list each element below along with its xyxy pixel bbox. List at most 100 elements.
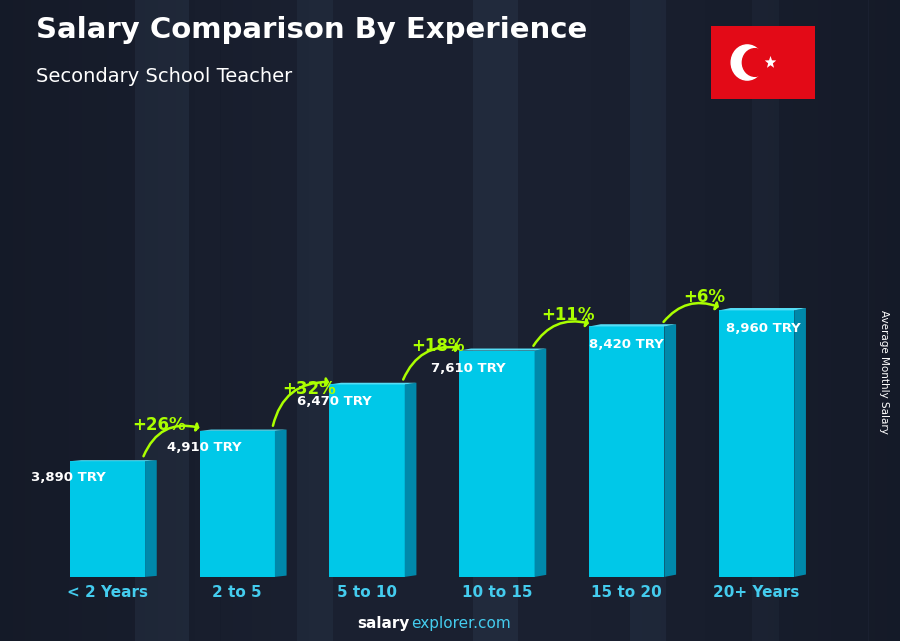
Text: Salary Comparison By Experience: Salary Comparison By Experience — [36, 16, 587, 44]
Bar — [189, 0, 195, 641]
Polygon shape — [535, 349, 546, 577]
Bar — [183, 0, 189, 641]
Bar — [107, 0, 113, 641]
Bar — [774, 0, 780, 641]
Bar — [158, 0, 164, 641]
Bar — [139, 0, 145, 641]
Polygon shape — [70, 460, 157, 462]
Circle shape — [731, 45, 763, 80]
Bar — [768, 0, 774, 641]
Bar — [831, 0, 837, 641]
Text: Secondary School Teacher: Secondary School Teacher — [36, 67, 292, 87]
Bar — [265, 0, 271, 641]
Bar — [19, 0, 25, 641]
Bar — [824, 0, 831, 641]
Bar — [220, 0, 227, 641]
Bar — [246, 0, 252, 641]
Bar — [57, 0, 63, 641]
Bar — [711, 0, 717, 641]
Bar — [233, 0, 239, 641]
Bar — [296, 0, 302, 641]
Bar — [290, 0, 296, 641]
Bar — [271, 0, 277, 641]
Bar — [277, 0, 284, 641]
Text: 4,910 TRY: 4,910 TRY — [167, 441, 242, 454]
Text: salary: salary — [357, 617, 410, 631]
Bar — [686, 0, 692, 641]
Bar — [868, 0, 875, 641]
Bar — [654, 0, 661, 641]
Bar — [258, 0, 265, 641]
Bar — [70, 462, 145, 577]
Bar — [297, 0, 333, 641]
Bar — [69, 0, 76, 641]
Bar — [120, 0, 126, 641]
Bar — [648, 0, 654, 641]
Text: 8,960 TRY: 8,960 TRY — [725, 322, 800, 335]
Bar — [44, 0, 50, 641]
Bar — [630, 0, 666, 641]
Bar — [202, 0, 208, 641]
Polygon shape — [200, 429, 286, 431]
Bar — [252, 0, 258, 641]
Bar — [76, 0, 82, 641]
Bar — [692, 0, 698, 641]
Bar — [590, 326, 664, 577]
Bar — [894, 0, 900, 641]
Bar — [176, 0, 183, 641]
Bar — [472, 0, 518, 641]
Bar — [673, 0, 680, 641]
Bar — [812, 0, 818, 641]
Bar — [799, 0, 806, 641]
Bar — [25, 0, 32, 641]
Polygon shape — [794, 308, 806, 577]
Bar — [164, 0, 170, 641]
Bar — [780, 0, 787, 641]
Bar — [787, 0, 793, 641]
Bar — [616, 0, 623, 641]
Bar — [635, 0, 642, 641]
Bar — [724, 0, 730, 641]
Bar — [623, 0, 629, 641]
Bar — [82, 0, 88, 641]
Bar — [585, 0, 591, 641]
Polygon shape — [405, 383, 417, 577]
Bar — [214, 0, 220, 641]
Bar — [761, 0, 768, 641]
Bar — [667, 0, 673, 641]
Bar — [680, 0, 686, 641]
Polygon shape — [765, 56, 776, 68]
Bar — [736, 0, 742, 641]
Bar — [755, 0, 761, 641]
Bar — [705, 0, 711, 641]
Text: 7,610 TRY: 7,610 TRY — [431, 362, 506, 374]
Polygon shape — [329, 383, 417, 385]
Bar — [806, 0, 812, 641]
Circle shape — [742, 49, 768, 76]
Text: 8,420 TRY: 8,420 TRY — [590, 338, 664, 351]
Text: +11%: +11% — [542, 306, 595, 324]
Bar — [132, 0, 139, 641]
Bar — [742, 0, 749, 641]
Bar — [0, 0, 6, 641]
Bar — [170, 0, 176, 641]
Bar — [101, 0, 107, 641]
Bar — [749, 0, 755, 641]
Text: 3,890 TRY: 3,890 TRY — [32, 470, 106, 484]
Bar — [302, 0, 309, 641]
Text: explorer.com: explorer.com — [411, 617, 511, 631]
Bar — [719, 310, 794, 577]
Text: 6,470 TRY: 6,470 TRY — [297, 395, 372, 408]
Bar — [591, 0, 598, 641]
Polygon shape — [719, 308, 806, 310]
Bar — [598, 0, 604, 641]
Bar — [13, 0, 19, 641]
Bar — [661, 0, 667, 641]
Bar — [145, 0, 151, 641]
Bar — [94, 0, 101, 641]
Text: Average Monthly Salary: Average Monthly Salary — [878, 310, 889, 434]
Bar — [629, 0, 635, 641]
Polygon shape — [459, 349, 546, 351]
Bar — [881, 0, 887, 641]
Bar — [38, 0, 44, 641]
